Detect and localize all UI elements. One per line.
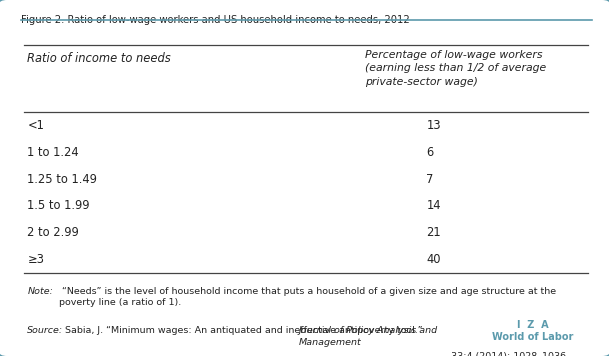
Text: 1 to 1.24: 1 to 1.24 [27, 146, 79, 159]
Text: 2 to 2.99: 2 to 2.99 [27, 226, 79, 239]
Text: 14: 14 [426, 199, 441, 213]
Text: Percentage of low-wage workers
(earning less than 1/2 of average
private-sector : Percentage of low-wage workers (earning … [365, 50, 547, 87]
Text: 21: 21 [426, 226, 441, 239]
Text: 13: 13 [426, 119, 441, 132]
Text: 33:4 (2014): 1028–1036.: 33:4 (2014): 1028–1036. [448, 352, 569, 356]
Text: Ratio of income to needs: Ratio of income to needs [27, 52, 171, 65]
Text: Figure 2. Ratio of low-wage workers and US household income to needs, 2012: Figure 2. Ratio of low-wage workers and … [21, 15, 410, 25]
Text: Sabia, J. “Minimum wages: An antiquated and ineffective antipoverty tool.”: Sabia, J. “Minimum wages: An antiquated … [62, 326, 426, 335]
Text: Source:: Source: [27, 326, 63, 335]
Text: 1.5 to 1.99: 1.5 to 1.99 [27, 199, 90, 213]
Text: I  Z  A: I Z A [517, 320, 549, 330]
Text: Note:: Note: [27, 287, 53, 295]
Text: Journal of Policy Analysis and
Management: Journal of Policy Analysis and Managemen… [298, 326, 437, 347]
Text: “Needs” is the level of household income that puts a household of a given size a: “Needs” is the level of household income… [59, 287, 556, 307]
Text: 1.25 to 1.49: 1.25 to 1.49 [27, 173, 97, 186]
Text: 7: 7 [426, 173, 434, 186]
Text: 6: 6 [426, 146, 434, 159]
Text: ≥3: ≥3 [27, 253, 44, 266]
Text: <1: <1 [27, 119, 44, 132]
Text: World of Labor: World of Labor [492, 333, 574, 342]
Text: 40: 40 [426, 253, 441, 266]
